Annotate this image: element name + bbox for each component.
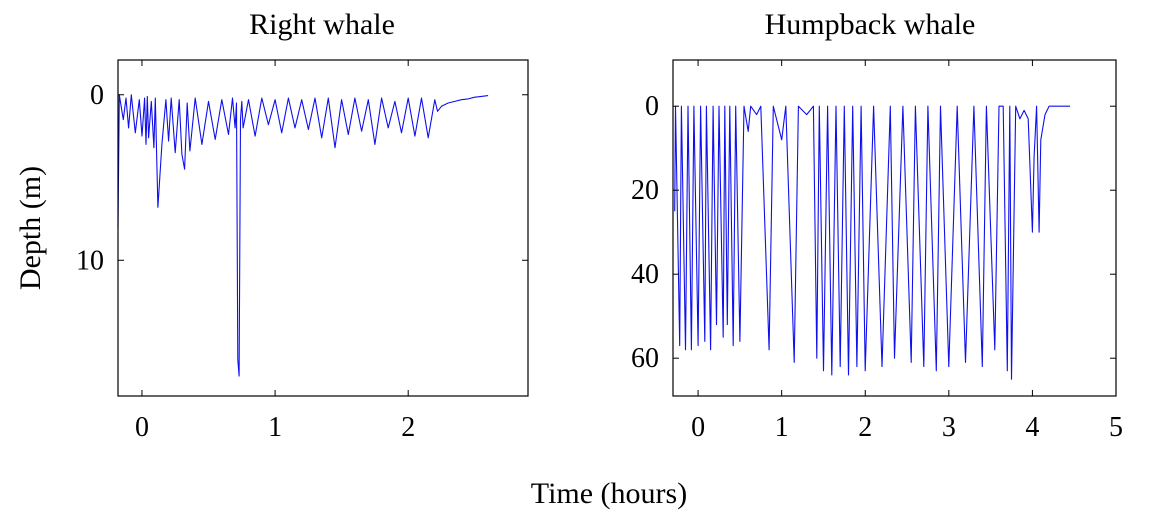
y-tick-label: 10 (76, 245, 104, 276)
x-tick-label: 3 (942, 412, 956, 443)
x-tick-label: 5 (1109, 412, 1123, 443)
x-tick-label: 1 (775, 412, 789, 443)
y-tick-label: 20 (631, 175, 659, 206)
plot-frame (672, 59, 1117, 397)
chart-title: Right whale (249, 8, 395, 41)
x-tick-label: 2 (858, 412, 872, 443)
x-tick-label: 2 (401, 412, 415, 443)
plot-frame (117, 59, 529, 397)
x-axis-label: Time (hours) (531, 477, 687, 510)
x-tick-label: 4 (1025, 412, 1039, 443)
chart-right-whale: Right whale 0 1 2 0 10 (76, 8, 529, 443)
y-tick-label: 60 (631, 343, 659, 374)
y-tick-label: 40 (631, 259, 659, 290)
y-axis-label: Depth (m) (14, 166, 47, 290)
chart-title: Humpback whale (765, 8, 976, 41)
y-tick-label: 0 (90, 80, 104, 111)
y-tick-label: 0 (645, 91, 659, 122)
series-line (117, 94, 489, 377)
x-tick-label: 1 (268, 412, 282, 443)
x-tick-label: 0 (691, 412, 705, 443)
series-line (674, 105, 1070, 380)
x-tick-label: 0 (135, 412, 149, 443)
chart-humpback-whale: Humpback whale 0 1 2 3 4 5 0 20 40 60 (631, 8, 1123, 443)
